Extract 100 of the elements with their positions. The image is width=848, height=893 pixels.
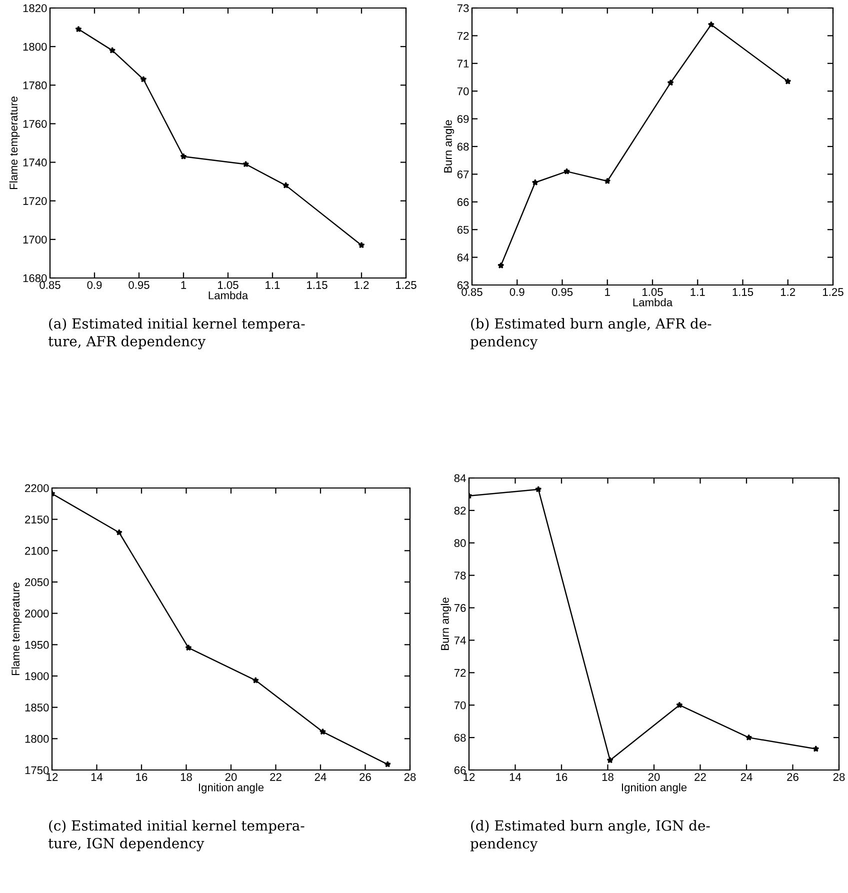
x-axis-title: Ignition angle bbox=[622, 783, 687, 794]
x-tick-label: 0.95 bbox=[552, 288, 573, 296]
x-tick-label: 1.2 bbox=[781, 288, 796, 296]
point bbox=[563, 168, 570, 174]
y-tick-label: 73 bbox=[457, 4, 469, 12]
y-tick-label: 2150 bbox=[25, 516, 49, 524]
x-tick-label: 20 bbox=[225, 773, 237, 781]
y-tick-label: 72 bbox=[457, 32, 469, 40]
x-tick-label: 12 bbox=[464, 773, 475, 781]
point bbox=[319, 728, 326, 735]
y-tick-label: 66 bbox=[457, 198, 469, 206]
point bbox=[745, 734, 752, 740]
x-tick-label: 1.25 bbox=[396, 281, 416, 289]
y-axis-title: Flame temperature bbox=[11, 582, 22, 676]
point bbox=[606, 756, 614, 764]
x-tick-label: 26 bbox=[360, 773, 371, 781]
x-tick-label: 14 bbox=[91, 773, 103, 781]
y-tick-label: 71 bbox=[457, 60, 469, 68]
x-axis-title: Lambda bbox=[208, 291, 248, 300]
y-axis-title: Flame temperature bbox=[9, 96, 20, 190]
x-tick-label: 28 bbox=[404, 773, 416, 781]
x-tick-label: 1.1 bbox=[690, 288, 705, 296]
x-tick-label: 12 bbox=[46, 773, 58, 781]
text: (d) Estimated burn angle, IGN de- pendency bbox=[470, 820, 710, 852]
point bbox=[140, 76, 147, 82]
y-tick-label: 67 bbox=[457, 170, 469, 178]
x-tick-label: 1.25 bbox=[823, 288, 844, 296]
y-tick-label: 72 bbox=[454, 668, 466, 677]
x-tick-label: 1.15 bbox=[307, 281, 328, 289]
x-tick-label: 24 bbox=[740, 773, 752, 781]
x-axis-title: Lambda bbox=[633, 298, 673, 306]
x-tick-label: 20 bbox=[648, 773, 660, 781]
point bbox=[784, 78, 792, 84]
point bbox=[676, 702, 683, 708]
y-tick-label: 82 bbox=[454, 506, 466, 515]
y-axis-title: Burn angle bbox=[444, 120, 454, 172]
point bbox=[604, 178, 611, 184]
x-tick-label: 1.1 bbox=[266, 281, 280, 289]
x-tick-label: 0.9 bbox=[510, 288, 524, 296]
y-tick-label: 69 bbox=[457, 115, 469, 123]
point bbox=[498, 262, 504, 269]
y-tick-label: 78 bbox=[454, 572, 466, 580]
x-tick-label: 0.9 bbox=[87, 281, 102, 289]
x-tick-label: 1.05 bbox=[218, 281, 238, 289]
point bbox=[252, 676, 259, 684]
point bbox=[242, 160, 250, 168]
y-tick-label: 1800 bbox=[25, 734, 49, 743]
point bbox=[384, 760, 391, 768]
y-tick-label: 2200 bbox=[25, 484, 49, 492]
point bbox=[282, 182, 290, 188]
x-tick-label: 18 bbox=[180, 773, 192, 781]
x-tick-label: 1.2 bbox=[354, 281, 369, 289]
x-tick-label: 24 bbox=[314, 773, 326, 781]
y-tick-label: 2000 bbox=[25, 610, 49, 618]
y-tick-label: 64 bbox=[457, 254, 469, 262]
x-tick-label: 26 bbox=[787, 773, 798, 781]
point bbox=[708, 21, 714, 28]
y-tick-label: 66 bbox=[454, 766, 466, 774]
y-tick-label: 65 bbox=[457, 226, 469, 234]
x-tick-label: 1.05 bbox=[642, 288, 663, 296]
point bbox=[185, 644, 192, 651]
x-tick-label: 0.95 bbox=[128, 281, 150, 289]
point bbox=[532, 179, 539, 186]
y-tick-label: 84 bbox=[454, 474, 466, 482]
y-tick-label: 63 bbox=[457, 281, 469, 290]
y-tick-label: 70 bbox=[454, 701, 466, 710]
x-tick-label: 14 bbox=[510, 773, 522, 781]
y-tick-label: 1780 bbox=[23, 81, 47, 90]
y-tick-label: 1850 bbox=[25, 704, 49, 712]
y-tick-label: 74 bbox=[454, 636, 466, 644]
y-tick-label: 2050 bbox=[25, 578, 49, 586]
point bbox=[358, 242, 365, 248]
point bbox=[108, 46, 116, 54]
y-tick-label: 1720 bbox=[23, 197, 47, 205]
x-tick-label: 22 bbox=[694, 773, 706, 781]
y-tick-label: 1800 bbox=[23, 42, 47, 51]
y-tick-label: 2100 bbox=[25, 546, 49, 555]
point bbox=[535, 486, 542, 492]
x-tick-label: 28 bbox=[833, 773, 845, 781]
y-tick-label: 1740 bbox=[23, 158, 47, 166]
y-tick-label: 1700 bbox=[23, 236, 47, 244]
x-tick-label: 1.15 bbox=[732, 288, 754, 296]
y-tick-label: 76 bbox=[454, 604, 466, 612]
y-tick-label: 80 bbox=[454, 539, 466, 548]
y-tick-label: 1950 bbox=[25, 640, 49, 649]
point bbox=[667, 79, 674, 86]
y-tick-label: 70 bbox=[457, 87, 469, 96]
y-tick-label: 1680 bbox=[23, 274, 47, 282]
x-tick-label: 0.85 bbox=[462, 288, 482, 296]
point bbox=[180, 153, 187, 160]
x-tick-label: 1 bbox=[605, 288, 610, 296]
text: (b) Estimated burn angle, AFR de- pendency bbox=[470, 318, 712, 350]
x-tick-label: 16 bbox=[136, 773, 148, 781]
point bbox=[75, 26, 82, 32]
text: (a) Estimated initial kernel tempera- ture, AFR dependency bbox=[48, 318, 305, 350]
x-tick-label: 22 bbox=[270, 773, 282, 781]
point bbox=[116, 529, 122, 536]
point bbox=[812, 745, 820, 752]
y-axis-title: Burn angle bbox=[440, 598, 452, 650]
y-tick-label: 68 bbox=[454, 734, 466, 742]
